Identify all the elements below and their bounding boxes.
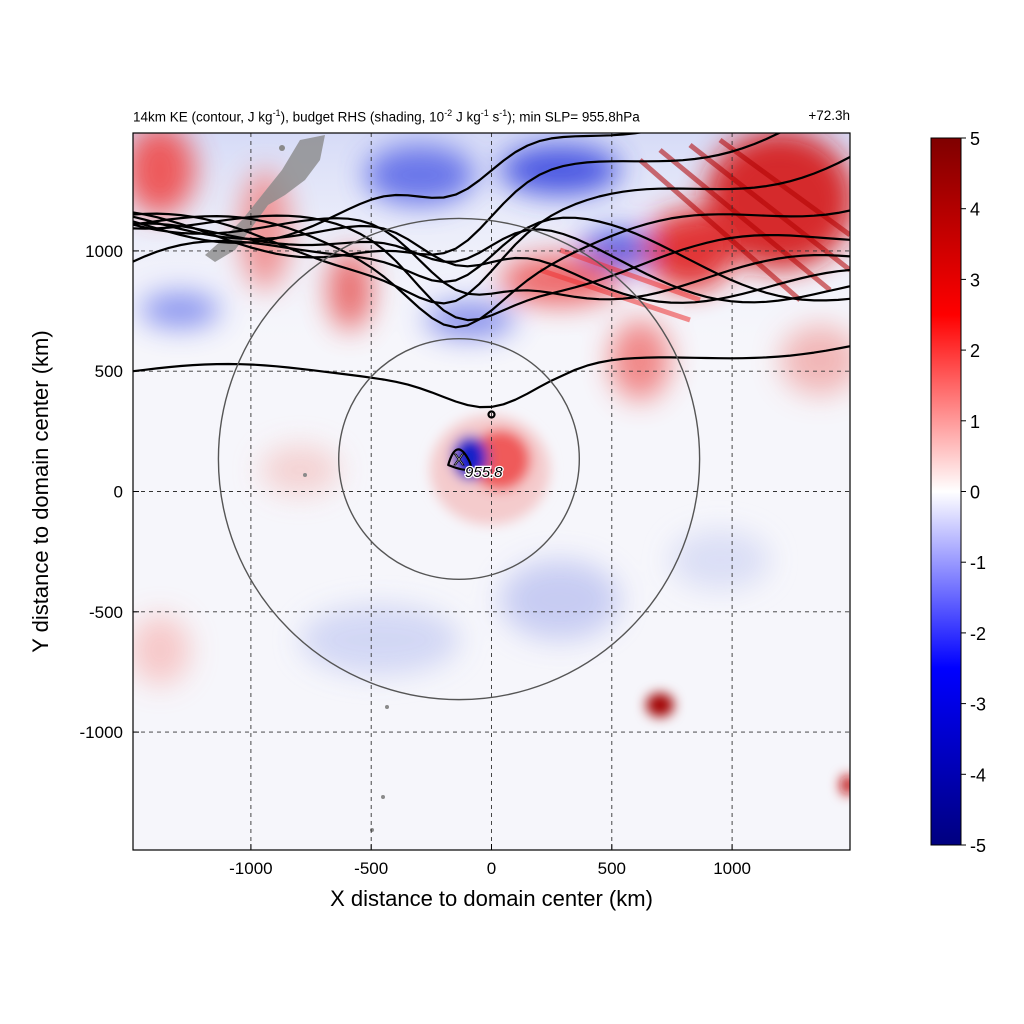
shading-blob xyxy=(328,250,372,330)
x-tick-label: -500 xyxy=(354,859,388,878)
x-axis-label: X distance to domain center (km) xyxy=(330,886,653,911)
shading-blob xyxy=(365,145,475,205)
y-axis-label: Y distance to domain center (km) xyxy=(28,330,53,652)
colorbar-tick-label: 0 xyxy=(970,483,980,503)
storm-center-marker: X xyxy=(454,452,465,469)
coastline xyxy=(205,135,325,262)
shading-blob xyxy=(470,430,530,490)
ke-contour-line xyxy=(133,133,782,259)
colorbar-tick-label: -5 xyxy=(970,836,986,856)
x-tick-label: 500 xyxy=(598,859,626,878)
coastline xyxy=(385,705,389,709)
ke-contour-small xyxy=(487,410,496,419)
colorbar-tick-label: -4 xyxy=(970,765,986,785)
y-tick-label: -1000 xyxy=(80,723,123,742)
ke-contour-line xyxy=(133,214,850,322)
shading-streak xyxy=(638,137,850,302)
shading-blob xyxy=(500,145,620,195)
shading-blob xyxy=(646,693,674,717)
ke-contour-line xyxy=(133,215,850,304)
ke-contours xyxy=(133,133,850,471)
x-axis: -1000 -500 0 500 1000 xyxy=(229,844,751,878)
ke-contour-line xyxy=(133,156,850,305)
range-circle xyxy=(217,217,701,701)
colorbar-tick-label: 4 xyxy=(970,200,980,220)
x-tick-label: 0 xyxy=(487,859,496,878)
ke-contour-line xyxy=(133,209,850,329)
coastline xyxy=(279,145,285,151)
colorbar-tick-label: -3 xyxy=(970,695,986,715)
shading-blob xyxy=(840,775,850,795)
range-circle xyxy=(338,338,581,581)
shading-blob xyxy=(610,320,670,400)
min-slp-label: 955.8 xyxy=(465,464,503,481)
colorbar: 5 4 3 2 1 0 -1 -2 -3 -4 -5 xyxy=(930,129,986,856)
y-axis: -1000 -500 0 500 1000 xyxy=(80,242,139,742)
shading-blob xyxy=(780,325,850,395)
colorbar-ticks: 5 4 3 2 1 0 -1 -2 -3 -4 -5 xyxy=(961,129,986,856)
shading-streak xyxy=(539,247,701,323)
range-circles xyxy=(217,217,701,701)
coastline xyxy=(303,473,307,477)
ke-contour-core xyxy=(447,448,472,471)
colorbar-tick-label: 5 xyxy=(970,129,980,149)
y-tick-label: -500 xyxy=(89,603,123,622)
colorbar-tick-label: 2 xyxy=(970,341,980,361)
colorbar-tick-label: 3 xyxy=(970,270,980,290)
shading-blob xyxy=(133,615,190,685)
y-tick-label: 500 xyxy=(95,362,123,381)
shading-blob xyxy=(260,445,340,495)
shading-blob xyxy=(140,292,220,328)
shading-blob xyxy=(300,605,460,675)
colorbar-tick-label: 1 xyxy=(970,412,980,432)
shading-blob xyxy=(240,170,290,290)
forecast-time-label: +72.3h xyxy=(808,108,850,123)
colorbar-tick-label: -2 xyxy=(970,624,986,644)
shading-blob xyxy=(645,210,735,290)
ke-contour-line xyxy=(133,217,850,301)
colorbar-gradient xyxy=(930,137,962,846)
ke-contour-line xyxy=(133,133,645,244)
ke-contour-line xyxy=(133,345,850,409)
y-tick-label: 0 xyxy=(114,483,123,502)
x-tick-label: -1000 xyxy=(229,859,272,878)
chart-title: 14km KE (contour, J kg-1), budget RHS (s… xyxy=(133,108,640,125)
coastline xyxy=(381,795,385,799)
x-tick-label: 1000 xyxy=(713,859,751,878)
shading-blob xyxy=(133,133,195,215)
shading-blob xyxy=(500,560,620,640)
coastline xyxy=(370,828,374,832)
shading-blob xyxy=(670,530,770,590)
colorbar-tick-label: -1 xyxy=(970,553,986,573)
y-tick-label: 1000 xyxy=(85,242,123,261)
shading-blob xyxy=(500,255,620,305)
